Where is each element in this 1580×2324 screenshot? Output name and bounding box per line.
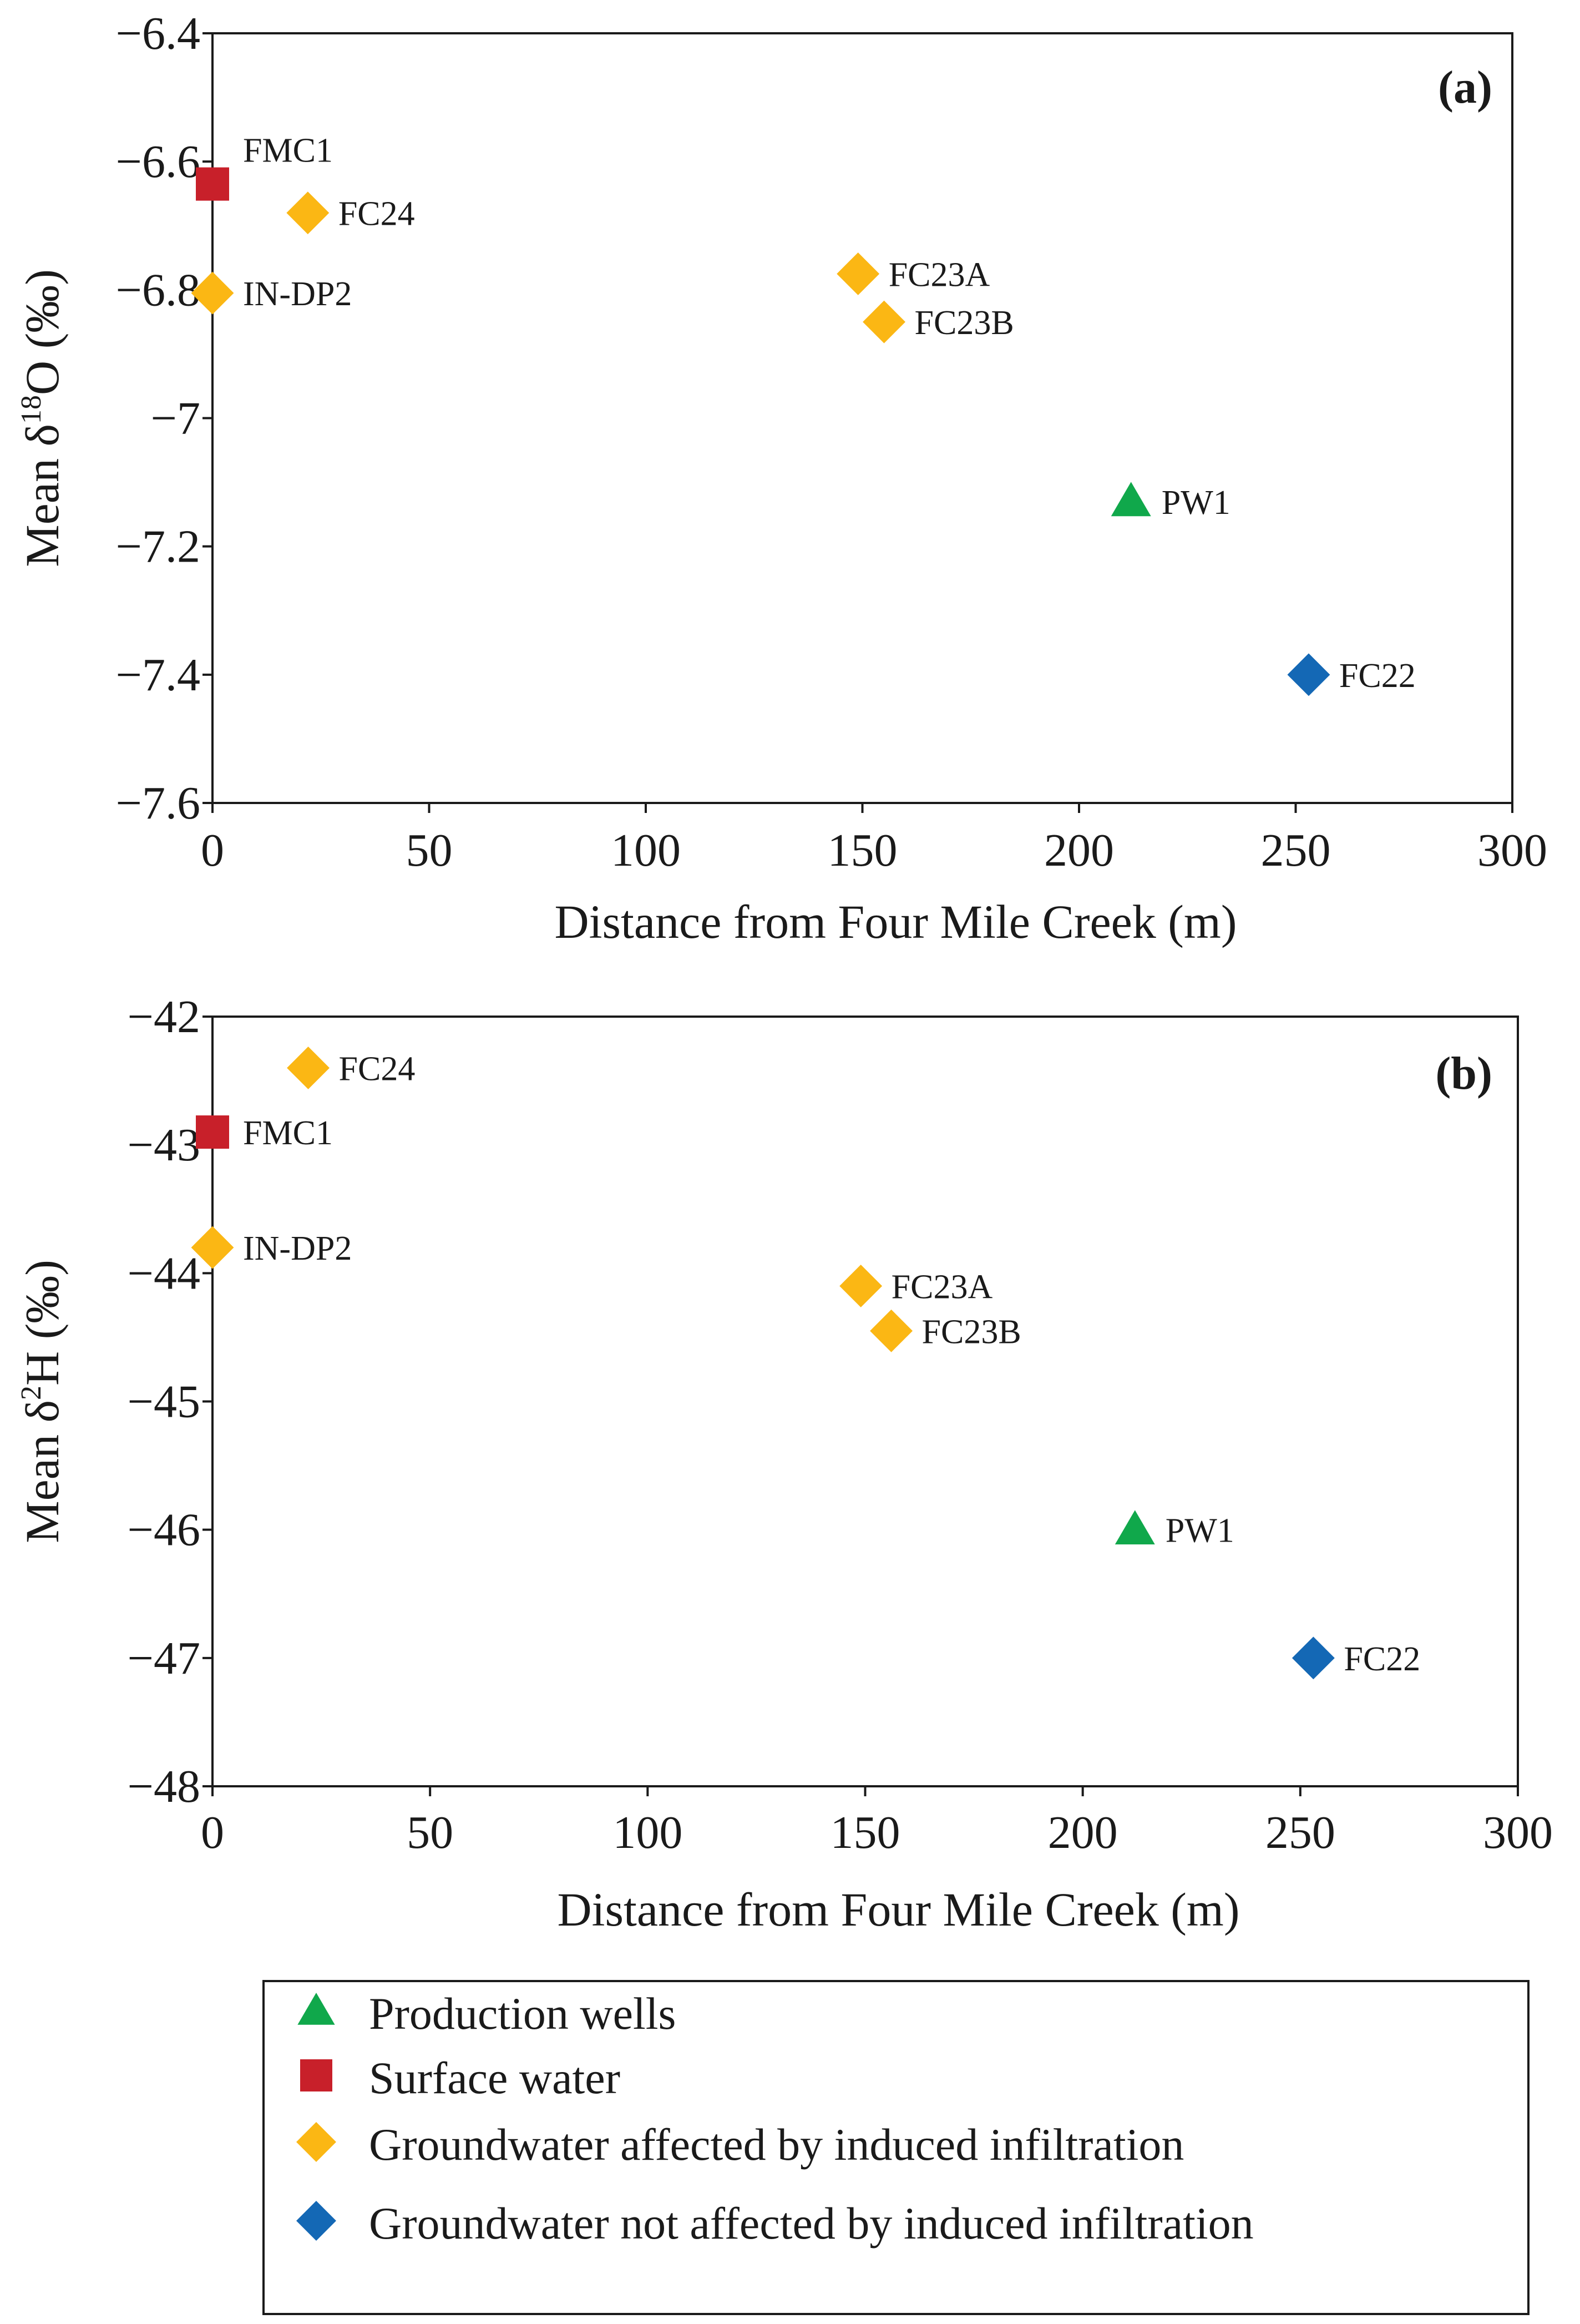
- x-tick-label: 100: [612, 1807, 682, 1858]
- x-tick-label: 250: [1265, 1807, 1335, 1858]
- legend-label-gw-affected: Groundwater affected by induced infiltra…: [369, 2119, 1184, 2170]
- y-tick-label: −7.2: [116, 521, 200, 573]
- panel-b-scatter-plot: 0 50 100 150 200 250 300 −42 −43 −44 −45 −46 −47 −48 D…: [16, 991, 1553, 1936]
- point-label-in-dp2: IN-DP2: [243, 275, 352, 313]
- y-tick-label: −48: [128, 1761, 200, 1812]
- point-label-fc23b: FC23B: [915, 304, 1014, 342]
- x-tick-label: 100: [611, 825, 681, 876]
- y-tick-label: −7.4: [116, 649, 200, 701]
- point-fc23a: [839, 1265, 883, 1307]
- point-label-fc24: FC24: [338, 195, 415, 233]
- x-axis-label: Distance from Four Mile Creek (m): [558, 1883, 1240, 1936]
- legend: Production wells Surface water Groundwater…: [262, 1980, 1530, 2315]
- legend-marker-production-wells: [297, 1992, 335, 2025]
- point-fc24: [286, 191, 330, 235]
- x-axis-label: Distance from Four Mile Creek (m): [555, 895, 1237, 948]
- point-fc23b: [870, 1309, 913, 1352]
- x-tick-label: 150: [828, 825, 898, 876]
- point-label-fc24: FC24: [339, 1050, 416, 1088]
- y-tick-label: −6.8: [116, 264, 200, 316]
- x-tick-label: 150: [830, 1807, 900, 1858]
- legend-marker-surface-water: [300, 2059, 332, 2091]
- point-pw1: [1111, 482, 1151, 517]
- y-tick-label: −6.4: [116, 8, 200, 59]
- y-tick-label: −44: [128, 1247, 200, 1299]
- point-fmc1: [196, 1115, 229, 1149]
- legend-label-surface-water: Surface water: [369, 2053, 620, 2103]
- point-label-fmc1: FMC1: [243, 1114, 333, 1152]
- legend-label-production-wells: Production wells: [369, 1988, 676, 2039]
- panel-a-scatter-plot: 0 50 100 150 200 250 300 −6.4 −6.6 −6.8 −7 −7.2 −7.4…: [16, 8, 1547, 948]
- panel-label: (a): [1438, 62, 1492, 113]
- point-label-fc22: FC22: [1339, 657, 1416, 695]
- y-tick-label: −7.6: [116, 777, 200, 829]
- point-label-in-dp2: IN-DP2: [243, 1230, 352, 1267]
- point-fc22: [1292, 1636, 1335, 1680]
- panel-label: (b): [1435, 1048, 1492, 1099]
- y-tick-label: −6.6: [116, 136, 200, 188]
- point-in-dp2: [191, 1226, 234, 1269]
- y-axis-label-superscript: 2: [16, 1386, 47, 1400]
- legend-marker-gw-not-affected: [296, 2201, 336, 2241]
- y-axis-label-prefix: Mean δ: [16, 1400, 69, 1543]
- point-fc23b: [863, 300, 905, 343]
- y-tick-label: −47: [128, 1633, 200, 1684]
- plot-frame: [211, 1016, 1519, 1787]
- point-label-fc22: FC22: [1344, 1640, 1420, 1678]
- x-tick-label: 200: [1048, 1807, 1118, 1858]
- point-fmc1: [196, 167, 229, 201]
- x-tick-label: 50: [406, 825, 453, 876]
- point-label-fc23b: FC23B: [922, 1313, 1021, 1351]
- point-label-pw1: PW1: [1162, 484, 1230, 522]
- y-axis-label-prefix: Mean δ: [16, 424, 69, 567]
- point-pw1: [1115, 1510, 1155, 1545]
- y-tick-label: −46: [128, 1504, 200, 1556]
- plot-frame: [211, 32, 1513, 804]
- legend-box: [262, 1980, 1530, 2315]
- x-tick-label: 200: [1044, 825, 1114, 876]
- legend-marker-gw-affected: [296, 2122, 336, 2162]
- point-fc22: [1287, 653, 1330, 696]
- legend-label-gw-not-affected: Groundwater not affected by induced infi…: [369, 2198, 1254, 2249]
- point-label-fc23a: FC23A: [892, 1268, 993, 1306]
- point-label-pw1: PW1: [1166, 1512, 1234, 1550]
- y-tick-label: −43: [128, 1119, 200, 1171]
- x-tick-label: 250: [1261, 825, 1331, 876]
- x-tick-label: 300: [1477, 825, 1547, 876]
- y-axis-label-suffix: H (‰): [16, 1260, 69, 1386]
- x-tick-label: 0: [201, 825, 224, 876]
- x-tick-label: 0: [201, 1807, 224, 1858]
- point-label-fc23a: FC23A: [889, 256, 990, 294]
- x-tick-label: 300: [1483, 1807, 1553, 1858]
- y-tick-label: −45: [128, 1376, 200, 1428]
- y-tick-label: −7: [151, 393, 200, 444]
- point-label-fmc1: FMC1: [243, 132, 333, 170]
- y-axis-label: Mean δ18O (‰): [16, 269, 69, 567]
- point-fc23a: [837, 252, 880, 295]
- x-tick-label: 50: [407, 1807, 453, 1858]
- point-fc24: [287, 1047, 330, 1089]
- y-tick-label: −42: [128, 991, 200, 1043]
- y-axis-label-superscript: 18: [16, 395, 47, 424]
- y-axis-label: Mean δ2H (‰): [16, 1260, 69, 1543]
- y-axis-label-suffix: O (‰): [16, 269, 69, 395]
- point-in-dp2: [191, 271, 234, 315]
